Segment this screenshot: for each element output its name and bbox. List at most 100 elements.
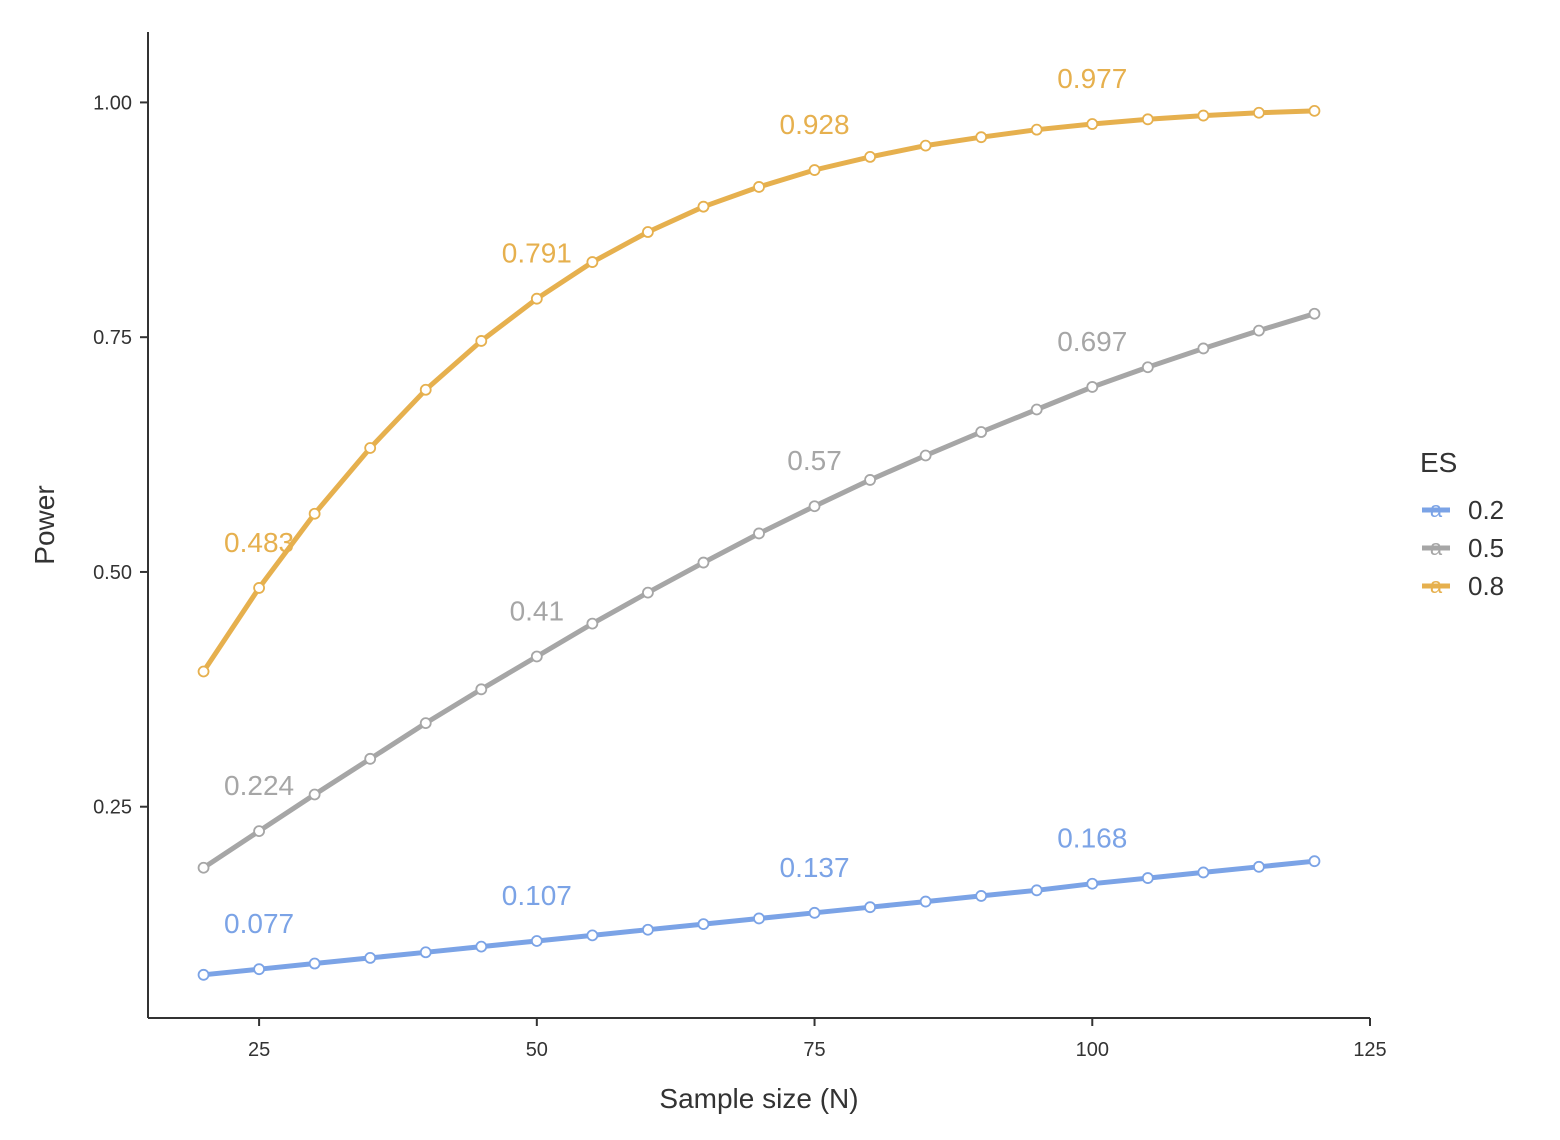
data-point xyxy=(753,527,765,540)
data-point xyxy=(864,150,876,163)
legend: ES a 0.2 a 0.5 a 0.8 xyxy=(1420,447,1504,601)
data-point xyxy=(919,895,932,908)
data-point xyxy=(1253,324,1265,337)
data-label: 0.168 xyxy=(1057,823,1127,854)
data-point xyxy=(586,256,599,268)
data-point xyxy=(864,901,876,914)
data-point xyxy=(975,426,988,438)
x-tick-label: 75 xyxy=(803,1039,825,1061)
data-point xyxy=(308,788,321,801)
data-label: 0.791 xyxy=(502,238,572,269)
data-point xyxy=(364,952,377,964)
data-point xyxy=(1030,403,1043,416)
data-point xyxy=(753,912,765,925)
data-point xyxy=(697,200,710,213)
data-label: 0.224 xyxy=(224,770,294,801)
data-label: 0.077 xyxy=(224,908,294,939)
data-point xyxy=(1197,342,1210,355)
data-point xyxy=(642,586,654,599)
data-point xyxy=(1141,361,1154,374)
data-point xyxy=(975,131,988,144)
data-point xyxy=(586,929,599,942)
legend-label: 0.2 xyxy=(1468,495,1504,525)
data-point xyxy=(308,507,321,520)
legend-label: 0.8 xyxy=(1468,571,1504,601)
data-point xyxy=(253,963,265,976)
legend-key-glyph: a xyxy=(1430,573,1443,598)
data-point xyxy=(1197,109,1210,122)
y-tick-label: 0.75 xyxy=(93,327,132,349)
data-point xyxy=(1141,872,1154,884)
legend-key-glyph: a xyxy=(1430,497,1443,522)
data-point xyxy=(1086,381,1099,393)
data-point xyxy=(919,449,932,462)
data-point xyxy=(1030,123,1043,136)
series-line-es-0.5 xyxy=(201,311,1317,871)
series-line-es-0.8 xyxy=(201,108,1317,674)
y-tick-label: 1.00 xyxy=(93,92,132,114)
data-point xyxy=(419,383,432,396)
data-point xyxy=(808,164,821,176)
legend-key-glyph: a xyxy=(1430,535,1443,560)
data-point xyxy=(1086,118,1099,130)
axes: 25 50 75 100 125 0.25 0.50 0.75 1.00 Sample size … xyxy=(29,32,1387,1114)
data-point xyxy=(642,923,654,936)
data-point xyxy=(697,918,710,930)
x-tick-label: 50 xyxy=(526,1039,548,1061)
legend-label: 0.5 xyxy=(1468,533,1504,563)
data-point xyxy=(642,226,654,238)
data-point xyxy=(919,139,932,152)
data-point xyxy=(364,752,377,765)
legend-item-es-0.5: a 0.5 xyxy=(1422,533,1504,563)
data-point xyxy=(364,442,377,454)
data-point xyxy=(1253,860,1265,873)
y-tick-label: 0.50 xyxy=(93,562,132,584)
data-point xyxy=(753,181,765,193)
data-point xyxy=(530,650,543,663)
series-lines xyxy=(197,104,1321,981)
data-point xyxy=(864,474,876,486)
data-point xyxy=(1141,113,1154,126)
data-point xyxy=(530,292,543,305)
legend-item-es-0.8: a 0.8 xyxy=(1422,571,1504,601)
data-point xyxy=(197,968,210,981)
data-point xyxy=(1308,307,1321,320)
legend-item-es-0.2: a 0.2 xyxy=(1422,495,1504,525)
x-tick-label: 125 xyxy=(1353,1039,1386,1061)
data-point xyxy=(1308,855,1321,868)
x-tick-label: 100 xyxy=(1076,1039,1109,1061)
data-point xyxy=(253,582,265,594)
data-point xyxy=(419,717,432,730)
data-point xyxy=(975,890,988,902)
data-point xyxy=(1253,106,1265,119)
data-label: 0.107 xyxy=(502,880,572,911)
data-label: 0.483 xyxy=(224,527,294,558)
data-point xyxy=(253,825,265,838)
data-point xyxy=(475,683,488,696)
data-point xyxy=(475,335,488,347)
data-label: 0.928 xyxy=(780,109,850,140)
data-point xyxy=(530,935,543,947)
data-point xyxy=(1197,866,1210,879)
data-point xyxy=(197,861,210,874)
data-point xyxy=(308,957,321,970)
data-point xyxy=(586,617,599,630)
data-point xyxy=(475,940,488,953)
data-point xyxy=(808,500,821,513)
data-label: 0.137 xyxy=(780,852,850,883)
data-point xyxy=(1030,884,1043,897)
legend-title: ES xyxy=(1420,447,1457,478)
y-axis-title: Power xyxy=(29,485,60,564)
data-label: 0.977 xyxy=(1057,63,1127,94)
data-point xyxy=(419,946,432,959)
data-point xyxy=(1086,877,1099,890)
x-tick-label: 25 xyxy=(248,1039,270,1061)
data-label: 0.57 xyxy=(787,445,842,476)
data-label: 0.697 xyxy=(1057,326,1127,357)
data-point xyxy=(197,665,210,678)
data-point xyxy=(808,906,821,919)
data-labels: 0.077 0.107 0.137 0.168 0.224 0.41 0.57 0.697 0.… xyxy=(224,63,1127,939)
data-point xyxy=(1308,104,1321,117)
